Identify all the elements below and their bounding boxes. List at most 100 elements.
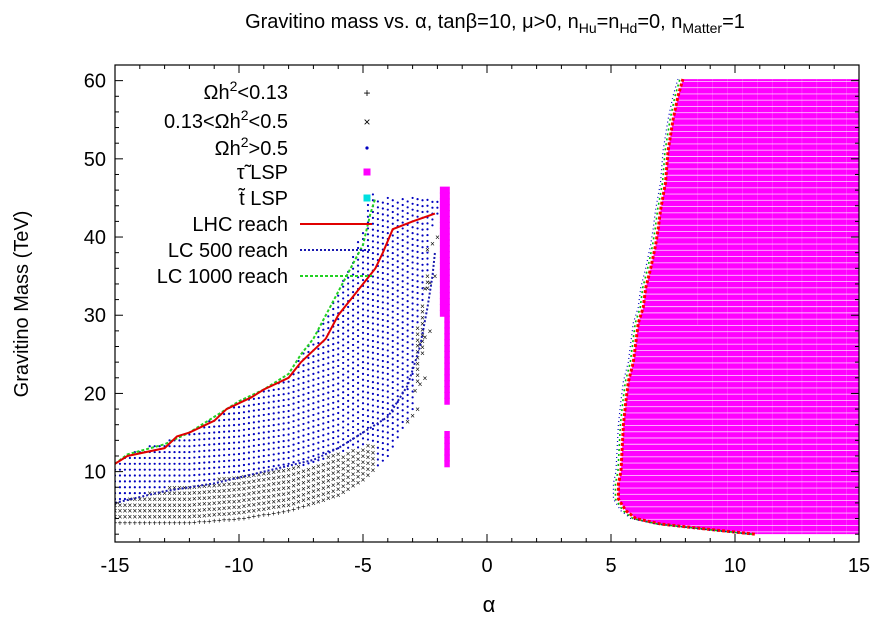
point-omega-mid: × xyxy=(247,501,252,510)
point-omega-high xyxy=(347,393,350,397)
point-omega-mid: × xyxy=(212,481,217,490)
point-omega-high xyxy=(322,457,325,460)
point-omega-high xyxy=(371,427,375,431)
point-omega-high xyxy=(347,305,350,309)
point-omega-high xyxy=(401,285,404,289)
point-omega-high xyxy=(347,352,350,356)
point-omega-high xyxy=(232,406,236,409)
point-omega-high xyxy=(317,459,320,462)
point-omega-high xyxy=(406,300,409,303)
point-omega-high xyxy=(317,447,320,450)
point-omega-high xyxy=(396,283,399,286)
point-omega-high xyxy=(317,371,320,374)
point-omega-mid: × xyxy=(177,489,182,498)
point-omega-high xyxy=(158,480,161,483)
point-omega-mid: × xyxy=(346,479,351,488)
point-omega-high xyxy=(322,387,325,390)
point-omega-high xyxy=(168,474,171,477)
point-omega-high xyxy=(282,422,285,425)
point-omega-mid: × xyxy=(197,494,202,503)
point-omega-high xyxy=(327,344,330,347)
point-omega-high xyxy=(411,290,414,293)
point-omega-high xyxy=(381,312,384,316)
point-omega-mid: × xyxy=(366,459,371,468)
point-omega-mid: × xyxy=(152,501,157,510)
point-omega-mid: × xyxy=(415,359,420,368)
point-omega-mid: × xyxy=(192,495,197,504)
point-omega-high xyxy=(128,480,131,483)
point-omega-high xyxy=(351,302,355,305)
point-omega-high xyxy=(396,242,399,245)
point-omega-high xyxy=(183,480,186,483)
point-omega-mid: × xyxy=(301,467,306,476)
point-omega-high xyxy=(223,465,226,469)
point-omega-high xyxy=(411,226,414,229)
point-omega-high xyxy=(411,214,414,217)
point-omega-high xyxy=(396,342,399,345)
point-omega-high xyxy=(366,338,370,341)
point-omega-high xyxy=(257,402,260,406)
point-omega-high xyxy=(366,315,370,318)
point-omega-mid: × xyxy=(366,471,371,480)
point-omega-high xyxy=(208,455,211,458)
point-omega-mid: × xyxy=(306,489,311,498)
point-omega-mid: × xyxy=(351,470,356,479)
point-omega-high xyxy=(332,431,335,434)
point-omega-mid: × xyxy=(281,502,286,511)
point-omega-high xyxy=(411,378,414,381)
point-omega-high xyxy=(371,386,375,390)
point-omega-high xyxy=(337,364,340,368)
point-omega-high xyxy=(213,443,216,446)
y-tick-label: 40 xyxy=(84,227,106,249)
point-omega-high xyxy=(376,364,379,367)
point-omega-mid: × xyxy=(182,495,187,504)
point-omega-high xyxy=(406,206,409,209)
point-omega-high xyxy=(342,402,345,406)
point-omega-low: + xyxy=(207,517,212,526)
point-omega-mid: × xyxy=(356,479,361,488)
point-omega-high xyxy=(227,471,231,474)
point-omega-high xyxy=(416,280,419,283)
point-omega-mid: × xyxy=(167,513,172,522)
point-omega-high xyxy=(237,406,241,409)
point-omega-high xyxy=(317,435,320,438)
point-omega-high xyxy=(168,445,171,448)
point-omega-high xyxy=(257,461,260,464)
point-omega-high xyxy=(411,325,414,329)
point-omega-high xyxy=(322,416,325,419)
point-omega-high xyxy=(391,310,394,313)
point-omega-low: + xyxy=(301,502,306,511)
point-omega-mid: × xyxy=(418,380,423,389)
stau-lsp-point xyxy=(439,256,450,264)
point-omega-high xyxy=(366,332,370,336)
point-omega-high xyxy=(386,337,389,340)
point-omega-high xyxy=(391,205,394,208)
point-omega-high xyxy=(322,363,325,366)
point-omega-mid: × xyxy=(410,411,415,420)
point-omega-high xyxy=(332,313,335,316)
point-omega-high xyxy=(401,250,404,253)
point-omega-mid: × xyxy=(356,461,361,470)
point-omega-high xyxy=(143,474,146,477)
point-omega-mid: × xyxy=(321,496,326,505)
point-omega-high xyxy=(307,356,310,359)
point-omega-high xyxy=(371,410,375,413)
point-omega-high xyxy=(386,396,389,399)
point-omega-high xyxy=(401,415,404,418)
point-omega-high xyxy=(391,363,394,366)
point-omega-high xyxy=(376,393,379,397)
point-omega-high xyxy=(342,314,345,318)
point-omega-high xyxy=(351,414,355,417)
point-omega-high xyxy=(327,321,330,324)
point-omega-high xyxy=(247,410,251,413)
point-omega-high xyxy=(386,226,389,229)
point-omega-mid: × xyxy=(167,483,172,492)
point-omega-high xyxy=(396,359,399,363)
point-omega-mid: × xyxy=(306,495,311,504)
point-omega-high xyxy=(213,466,216,469)
point-omega-high xyxy=(153,450,156,454)
point-omega-high xyxy=(371,210,375,214)
point-omega-high xyxy=(406,358,409,361)
stau-lsp-point xyxy=(439,309,450,317)
point-omega-high xyxy=(401,209,404,212)
